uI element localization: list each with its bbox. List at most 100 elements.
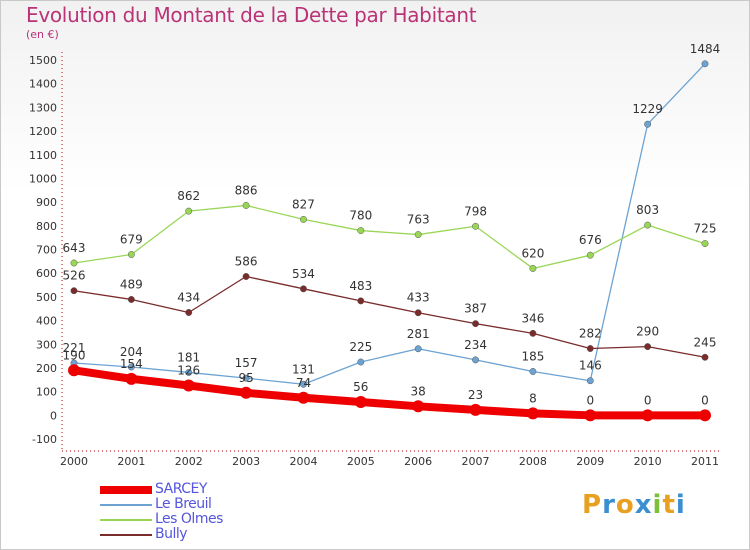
legend-swatch [100, 504, 152, 506]
logo-letter: x [634, 490, 653, 520]
x-tick-label: 2003 [232, 455, 260, 468]
series-point [472, 320, 479, 328]
x-tick-label: 2006 [404, 455, 432, 468]
series-point [242, 201, 250, 209]
y-tick-label: 400 [36, 315, 57, 328]
series-line [73, 275, 706, 358]
series-point [472, 222, 479, 230]
series-point [182, 379, 195, 392]
y-tick-label: 500 [36, 291, 57, 304]
series-point [70, 287, 78, 295]
series-point [127, 251, 135, 258]
data-label: 290 [636, 325, 659, 339]
data-label: 886 [235, 183, 258, 197]
data-label: 0 [701, 393, 709, 407]
logo-letter: r [602, 490, 616, 520]
series-point [240, 386, 253, 399]
series-point [357, 358, 365, 366]
data-label: 433 [407, 291, 430, 305]
y-tick-label: 1400 [29, 78, 57, 91]
series-point [701, 60, 709, 68]
x-tick-label: 2001 [117, 455, 145, 468]
series-point [357, 297, 365, 305]
legend-label: SARCEY [155, 481, 207, 497]
series-point [127, 363, 135, 371]
data-label: 586 [235, 255, 258, 269]
y-tick-label: 900 [36, 196, 57, 209]
series-point [185, 207, 193, 215]
data-label: 679 [120, 232, 143, 246]
series-point [125, 372, 138, 385]
legend-label: Bully [155, 526, 188, 542]
y-tick-label: 100 [36, 386, 57, 399]
series-point [300, 215, 307, 223]
y-tick-label: 1500 [29, 54, 57, 67]
data-label: 281 [407, 327, 430, 341]
legend-item: Le Breuil [100, 496, 300, 512]
proxiti-logo: Proxiti [582, 490, 686, 520]
y-tick-label: 600 [36, 267, 57, 280]
series-point [300, 380, 307, 388]
data-label: 146 [579, 359, 602, 373]
data-label: 157 [235, 356, 258, 370]
series-point [414, 309, 422, 317]
data-label: 131 [292, 362, 315, 376]
data-label: 221 [63, 341, 86, 355]
series-point [701, 240, 709, 248]
series-point [584, 409, 597, 422]
legend-item: Les Olmes [100, 511, 300, 527]
data-label: 0 [644, 393, 652, 407]
data-label: 387 [464, 302, 487, 316]
y-tick-label: 200 [36, 362, 57, 375]
series-point [242, 374, 250, 382]
series-point [185, 368, 193, 376]
y-tick-label: 1300 [29, 101, 57, 114]
series-point [354, 396, 367, 409]
series-line [73, 204, 706, 270]
series-point [526, 407, 539, 420]
x-tick-label: 2009 [576, 455, 604, 468]
data-label: 154 [120, 357, 143, 371]
x-tick-label: 2002 [175, 455, 203, 468]
series-point [242, 273, 250, 280]
legend-label: Le Breuil [155, 496, 212, 512]
x-tick-label: 2011 [691, 455, 719, 468]
y-tick-label: 300 [36, 338, 57, 351]
chart-subtitle: (en €) [26, 28, 59, 41]
series-point [300, 285, 307, 293]
x-tick-label: 2010 [634, 455, 662, 468]
data-label: 763 [407, 213, 430, 227]
x-tick-label: 2000 [60, 455, 88, 468]
series-point [472, 356, 479, 364]
data-label: 245 [694, 335, 717, 349]
data-label: 225 [349, 340, 372, 354]
logo-letter: o [615, 490, 635, 520]
series-point [127, 296, 135, 303]
series-point [529, 265, 537, 272]
data-label: 798 [464, 204, 487, 218]
series-point [701, 353, 709, 361]
series-point [699, 409, 711, 422]
series-point [586, 345, 594, 352]
y-tick-label: 1000 [29, 172, 57, 185]
data-label: 0 [586, 393, 594, 407]
data-label: 282 [579, 327, 602, 341]
series-point [644, 120, 652, 128]
data-label: 234 [464, 338, 487, 352]
data-label: 8 [529, 391, 537, 405]
data-label: 620 [521, 246, 544, 260]
series-point [70, 259, 78, 267]
legend-item: Bully [100, 526, 300, 542]
series-point [641, 409, 654, 422]
data-label: 23 [468, 388, 483, 402]
data-label: 780 [349, 209, 372, 223]
series-point [185, 309, 193, 316]
series-point [529, 329, 537, 337]
data-label: 56 [353, 380, 368, 394]
data-label: 643 [63, 241, 86, 255]
series-point [297, 391, 310, 404]
data-label: 74 [296, 376, 311, 390]
data-label: 1229 [632, 102, 663, 116]
